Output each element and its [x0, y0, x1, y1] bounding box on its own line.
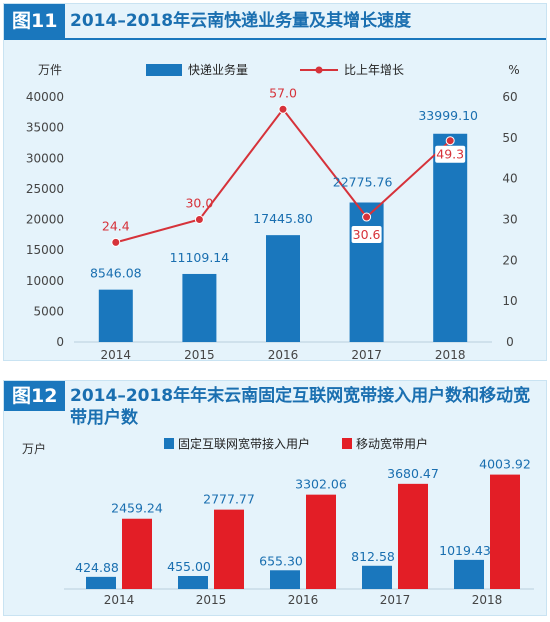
- fixed-bar-2016: [270, 570, 300, 589]
- x-tick-label: 2016: [288, 593, 319, 607]
- y-tick-label: 25000: [26, 182, 64, 196]
- x-tick-label: 2017: [351, 348, 382, 360]
- y-tick-label: 5000: [33, 304, 64, 318]
- y2-tick-label: 20: [502, 253, 517, 267]
- x-tick-label: 2014: [101, 348, 132, 360]
- x-tick-label: 2017: [380, 593, 411, 607]
- growth-label-backdrop: [351, 226, 382, 244]
- mobile-value-label: 3302.06: [295, 477, 347, 492]
- growth-value-label: 24.4: [102, 218, 130, 233]
- growth-point-2015: [194, 215, 204, 224]
- y2-tick-label: 40: [502, 172, 517, 186]
- legend-label-line: 比上年增长: [344, 63, 404, 77]
- y-tick-label: 20000: [26, 213, 64, 227]
- bar-2016: [266, 235, 300, 342]
- fixed-bar-2017: [362, 565, 392, 589]
- growth-value-label: 49.3: [436, 147, 464, 162]
- y2-tick-label: 50: [502, 131, 517, 145]
- bar-value-label: 11109.14: [170, 250, 230, 265]
- y-tick-label: 30000: [26, 151, 64, 165]
- growth-label-backdrop: [435, 145, 466, 163]
- figure-12-badge: 图12: [4, 381, 66, 411]
- y2-tick-label: 30: [502, 213, 517, 227]
- legend-label-mobile: 移动宽带用户: [356, 436, 428, 451]
- fixed-value-label: 655.30: [259, 553, 303, 568]
- y-axis-unit: 万件: [38, 63, 62, 77]
- mobile-bar-2016: [306, 494, 336, 589]
- legend-label-bar: 快递业务量: [188, 62, 248, 77]
- legend-swatch-mobile: [342, 438, 352, 449]
- legend-swatch-marker: [315, 66, 323, 74]
- mobile-value-label: 2459.24: [111, 501, 163, 516]
- y2-axis-unit: %: [508, 63, 519, 77]
- figure-11-header-rule: [4, 38, 546, 40]
- legend-swatch-bar: [146, 64, 182, 76]
- bar-value-label: 17445.80: [253, 211, 313, 226]
- bar-value-label: 33999.10: [418, 108, 478, 123]
- growth-point-2018: [445, 136, 455, 146]
- y2-tick-label: 60: [502, 90, 517, 104]
- y-axis-unit: 万户: [22, 441, 46, 456]
- legend-label-fixed: 固定互联网宽带接入用户: [178, 436, 310, 451]
- figure-11-chart: 万件 % 0 5000 10000 15000 20000 25000 30000 35000 40…: [26, 62, 520, 360]
- bar-2015: [182, 273, 217, 342]
- y-tick-label: 35000: [26, 121, 64, 135]
- mobile-value-label: 3680.47: [387, 466, 439, 481]
- figure-11-panel: 图11 2014–2018年云南快递业务量及其增长速度 万件% 0 5000 1000…: [3, 3, 547, 361]
- fixed-value-label: 1019.43: [439, 543, 491, 558]
- mobile-value-label: 2777.77: [203, 492, 255, 507]
- mobile-bar-2018: [490, 474, 520, 589]
- x-tick-label: 2016: [268, 348, 299, 360]
- legend-swatch-fixed: [164, 438, 174, 449]
- growth-value-label: 57.0: [269, 85, 297, 100]
- x-tick-label: 2015: [184, 348, 215, 360]
- fixed-value-label: 812.58: [351, 549, 395, 564]
- y-tick-label: 40000: [26, 90, 64, 104]
- growth-value-label: 30.6: [353, 227, 381, 242]
- growth-value-label: 30.0: [185, 196, 213, 211]
- bar-value-label: 22775.76: [333, 174, 393, 189]
- y-tick-label: 15000: [26, 243, 64, 257]
- fixed-value-label: 424.88: [75, 560, 119, 575]
- growth-point-2016: [278, 104, 288, 114]
- figure-12-title: 2014–2018年年末云南固定互联网宽带接入用户数和移动宽带用户数: [70, 386, 531, 428]
- x-tick-label: 2015: [196, 593, 227, 607]
- figure-11-title: 2014–2018年云南快递业务量及其增长速度: [70, 11, 412, 31]
- y2-tick-label: 10: [502, 294, 517, 308]
- fixed-bar-2015: [178, 576, 208, 589]
- bar-2017: [349, 202, 384, 342]
- mobile-bar-2014: [122, 518, 152, 589]
- figure-11-badge: 图11: [4, 4, 66, 38]
- fixed-bar-2018: [454, 559, 484, 589]
- bar-2014: [98, 289, 133, 342]
- bar-value-label: 8546.08: [90, 266, 142, 281]
- bar-2018: [433, 133, 468, 342]
- fixed-bar-2014: [86, 576, 116, 589]
- growth-point-2014: [111, 237, 121, 247]
- y2-tick-label: 0: [506, 335, 514, 349]
- mobile-value-label: 4003.92: [479, 457, 531, 472]
- y-tick-label: 0: [56, 335, 64, 349]
- fixed-value-label: 455.00: [167, 559, 211, 574]
- y-tick-label: 10000: [26, 274, 64, 288]
- mobile-bar-2015: [214, 509, 244, 589]
- mobile-bar-2017: [398, 483, 428, 589]
- x-tick-label: 2018: [472, 593, 503, 607]
- figure-12-panel: 图12 2014–2018年年末云南固定互联网宽带接入用户数和移动宽带用户数 万…: [3, 380, 547, 616]
- figure-12-chart: 万户 固定互联网宽带接入用户 移动宽带用户 424.88 2459.24 2014 455.…: [22, 436, 534, 607]
- x-tick-label: 2018: [435, 348, 466, 360]
- growth-point-2017: [362, 212, 372, 222]
- x-tick-label: 2014: [104, 593, 135, 607]
